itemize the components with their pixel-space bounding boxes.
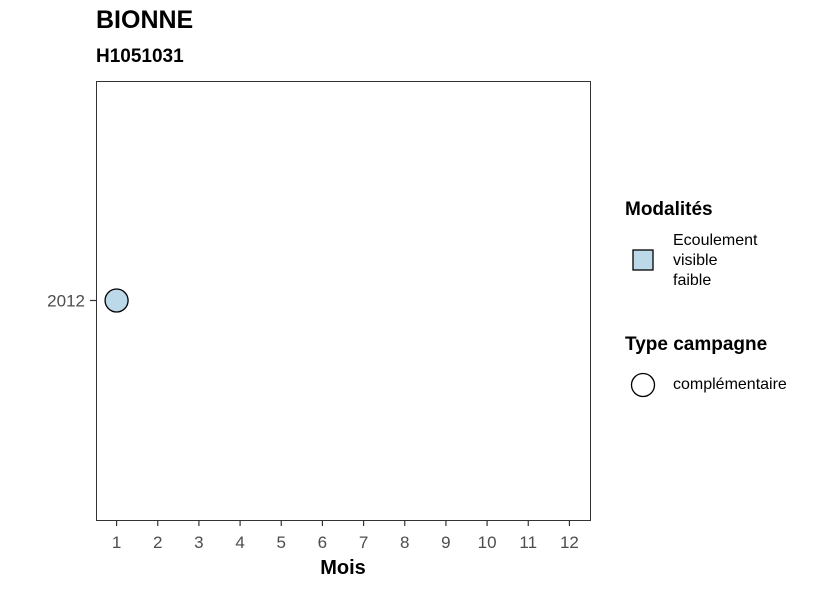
legend-type-campagne-key	[630, 372, 656, 398]
x-tick-label: 11	[519, 533, 537, 552]
x-tick-label: 8	[400, 533, 409, 552]
x-tick-label: 4	[235, 533, 244, 552]
x-tick-label: 3	[194, 533, 203, 552]
x-tick-label: 7	[359, 533, 368, 552]
legend-modalites-key	[632, 249, 654, 271]
legend-type-campagne-label: complémentaire	[673, 376, 787, 393]
data-point	[104, 288, 129, 313]
x-tick-label: 10	[478, 533, 497, 552]
legend-modalites-title: Modalités	[625, 199, 713, 220]
legend-modalites-label-line: visible	[673, 252, 718, 269]
legend-type-campagne-title: Type campagne	[625, 334, 768, 355]
x-tick-label: 12	[560, 533, 579, 552]
y-tick-label: 2012	[47, 292, 85, 311]
x-tick-label: 5	[277, 533, 286, 552]
x-tick-label: 1	[112, 533, 121, 552]
x-axis-title: Mois	[320, 557, 366, 579]
x-tick-label: 2	[153, 533, 162, 552]
chart-subtitle: H1051031	[96, 46, 184, 67]
x-tick-label: 6	[318, 533, 327, 552]
legend-modalites-label-line: Ecoulement	[673, 232, 758, 249]
chart-title: BIONNE	[96, 6, 194, 34]
x-tick-label: 9	[441, 533, 450, 552]
legend-modalites-label: Ecoulement visible faible	[673, 231, 758, 291]
plot-panel-border	[96, 81, 591, 521]
legend-modalites-label-line: faible	[673, 272, 712, 289]
